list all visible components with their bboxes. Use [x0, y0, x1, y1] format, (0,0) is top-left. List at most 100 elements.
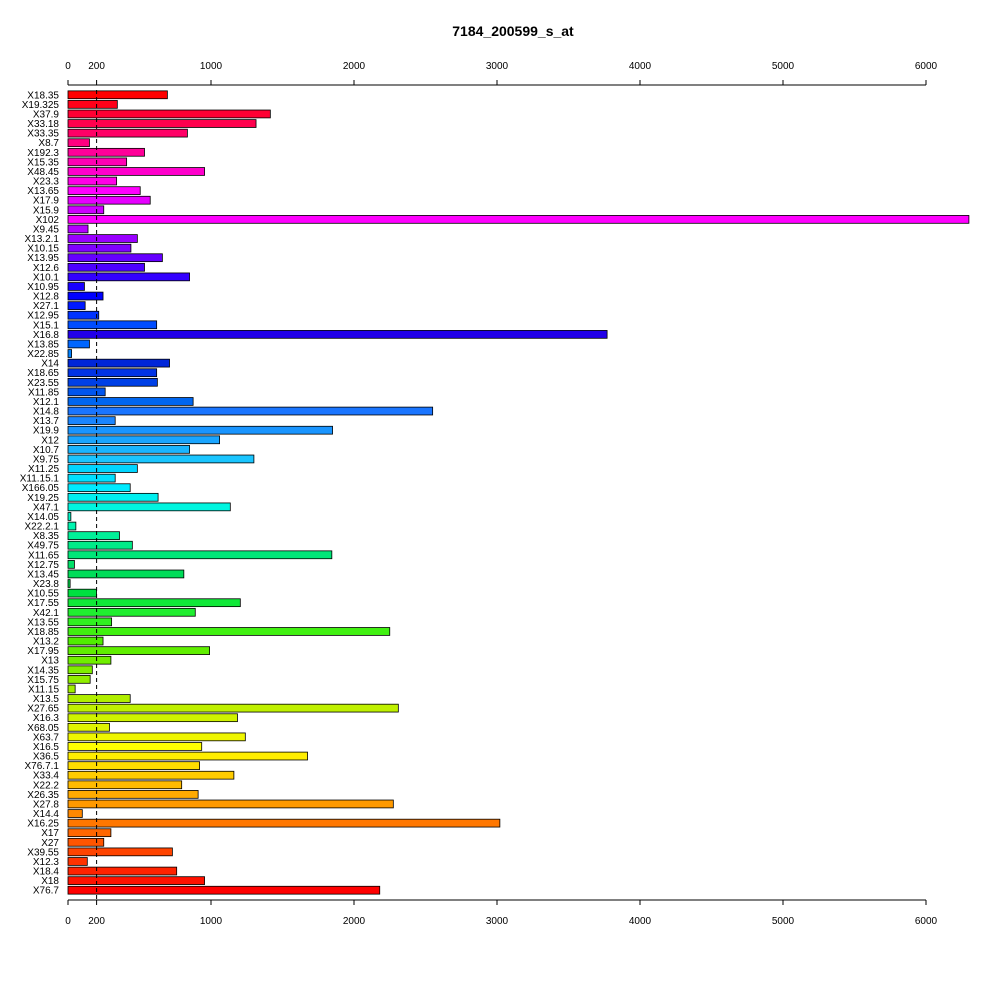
bar — [67, 186, 141, 195]
bar — [67, 128, 188, 138]
bar — [67, 732, 246, 742]
category-label: X23.3 — [33, 177, 60, 188]
bar — [67, 684, 76, 694]
bar — [67, 780, 183, 790]
category-label: X102 — [36, 215, 60, 226]
bar — [67, 167, 205, 176]
category-label: X11.15.1 — [20, 474, 60, 485]
category-label: X13.95 — [27, 253, 59, 264]
category-label: X12 — [41, 435, 59, 446]
category-label: X10.7 — [33, 445, 60, 456]
category-label: X37.9 — [33, 109, 60, 120]
bar — [67, 301, 86, 310]
bar — [67, 320, 158, 330]
bar — [67, 445, 190, 454]
category-label: X76.7.1 — [25, 761, 60, 772]
top-axis-tick-label: 6000 — [915, 61, 938, 72]
category-label: X11.65 — [28, 550, 59, 561]
category-label: X17.9 — [33, 196, 60, 207]
bar — [67, 742, 203, 751]
category-label: X10.55 — [27, 589, 59, 600]
bar — [67, 291, 104, 301]
category-label: X49.75 — [27, 541, 59, 552]
category-label: X39.55 — [27, 847, 59, 858]
bar — [67, 847, 173, 857]
category-label: X22.85 — [27, 349, 59, 360]
category-label: X14.8 — [33, 407, 60, 418]
bar — [67, 425, 333, 435]
bar — [67, 502, 231, 512]
category-label: X13 — [41, 656, 59, 667]
bar — [67, 531, 120, 540]
top-axis-tick-label: 200 — [88, 61, 105, 72]
bar — [67, 90, 168, 100]
bottom-axis-tick-label: 6000 — [915, 916, 938, 927]
bar — [67, 176, 118, 186]
category-label: X13.65 — [27, 186, 59, 197]
bar — [67, 713, 238, 723]
bar — [67, 119, 257, 128]
bar — [67, 464, 138, 473]
bottom-axis-tick-label: 1000 — [200, 916, 223, 927]
bar — [67, 205, 105, 215]
bar — [67, 828, 112, 838]
top-axis-tick-label: 5000 — [772, 61, 795, 72]
bar — [67, 857, 88, 866]
bar — [67, 147, 145, 157]
bar — [67, 790, 199, 799]
bar — [67, 866, 178, 876]
category-label: X33.18 — [27, 119, 59, 130]
category-label: X10.15 — [27, 244, 59, 255]
category-label: X13.2 — [33, 637, 60, 648]
bar — [67, 521, 77, 531]
category-label: X22.2.1 — [25, 522, 60, 533]
bar — [67, 262, 145, 272]
bar — [67, 598, 241, 608]
category-label: X166.05 — [22, 483, 60, 494]
category-label: X12.3 — [33, 857, 60, 868]
category-label: X23.55 — [27, 378, 59, 389]
bottom-axis-tick-label: 2000 — [343, 916, 366, 927]
bar — [67, 540, 133, 550]
bar — [67, 876, 205, 885]
bars-group — [67, 90, 970, 895]
bar — [67, 272, 190, 282]
category-label: X16.25 — [27, 819, 59, 830]
category-label: X19.9 — [33, 426, 60, 437]
bar — [67, 330, 608, 339]
bar — [67, 397, 194, 406]
category-label: X17 — [41, 828, 59, 839]
top-x-axis: 0 200 1000 2000 3000 4000 5000 6000 — [65, 61, 938, 86]
top-axis-tick-label: 1000 — [200, 61, 223, 72]
bar — [67, 627, 391, 636]
category-label: X17.95 — [27, 646, 59, 657]
bar — [67, 243, 132, 253]
category-label: X42.1 — [33, 608, 60, 619]
category-label: X13.5 — [33, 694, 60, 705]
category-label: X12.95 — [27, 311, 59, 322]
category-label: X18.35 — [27, 90, 59, 101]
bar — [67, 636, 104, 646]
bar — [67, 675, 91, 684]
category-label: X36.5 — [33, 752, 60, 763]
bar — [67, 885, 381, 895]
bar — [67, 473, 116, 483]
top-axis-tick-label: 3000 — [486, 61, 509, 72]
category-label: X13.2.1 — [25, 234, 60, 245]
bottom-axis-tick-label: 3000 — [486, 916, 509, 927]
bar — [67, 751, 308, 761]
bottom-axis-tick-label: 5000 — [772, 916, 795, 927]
chart-title: 7184_200599_s_at — [452, 23, 574, 39]
category-labels: X18.35X19.325X37.9X33.18X33.35X8.7X192.3… — [20, 90, 60, 896]
bar — [67, 550, 333, 560]
category-label: X14.35 — [27, 665, 59, 676]
bar — [67, 837, 105, 847]
bar — [67, 406, 434, 416]
category-label: X16.8 — [33, 330, 60, 341]
category-label: X15.35 — [27, 157, 59, 168]
category-label: X11.85 — [28, 387, 59, 398]
category-label: X23.8 — [33, 579, 60, 590]
bottom-axis-tick-label: 200 — [88, 916, 105, 927]
bar — [67, 694, 131, 703]
